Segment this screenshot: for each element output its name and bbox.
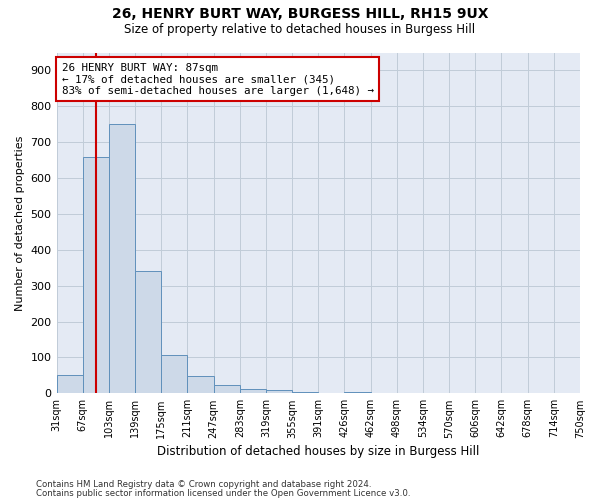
Bar	[292, 392, 318, 394]
X-axis label: Distribution of detached houses by size in Burgess Hill: Distribution of detached houses by size …	[157, 444, 479, 458]
Text: 26 HENRY BURT WAY: 87sqm
← 17% of detached houses are smaller (345)
83% of semi-: 26 HENRY BURT WAY: 87sqm ← 17% of detach…	[62, 62, 374, 96]
Bar	[214, 386, 240, 394]
Bar	[135, 272, 161, 394]
Text: 26, HENRY BURT WAY, BURGESS HILL, RH15 9UX: 26, HENRY BURT WAY, BURGESS HILL, RH15 9…	[112, 8, 488, 22]
Y-axis label: Number of detached properties: Number of detached properties	[15, 135, 25, 310]
Bar	[344, 392, 371, 394]
Text: Contains public sector information licensed under the Open Government Licence v3: Contains public sector information licen…	[36, 488, 410, 498]
Bar	[240, 388, 266, 394]
Bar	[109, 124, 135, 394]
Bar	[266, 390, 292, 394]
Text: Contains HM Land Registry data © Crown copyright and database right 2024.: Contains HM Land Registry data © Crown c…	[36, 480, 371, 489]
Bar	[56, 376, 83, 394]
Bar	[83, 156, 109, 394]
Bar	[161, 355, 187, 394]
Bar	[187, 376, 214, 394]
Text: Size of property relative to detached houses in Burgess Hill: Size of property relative to detached ho…	[124, 22, 476, 36]
